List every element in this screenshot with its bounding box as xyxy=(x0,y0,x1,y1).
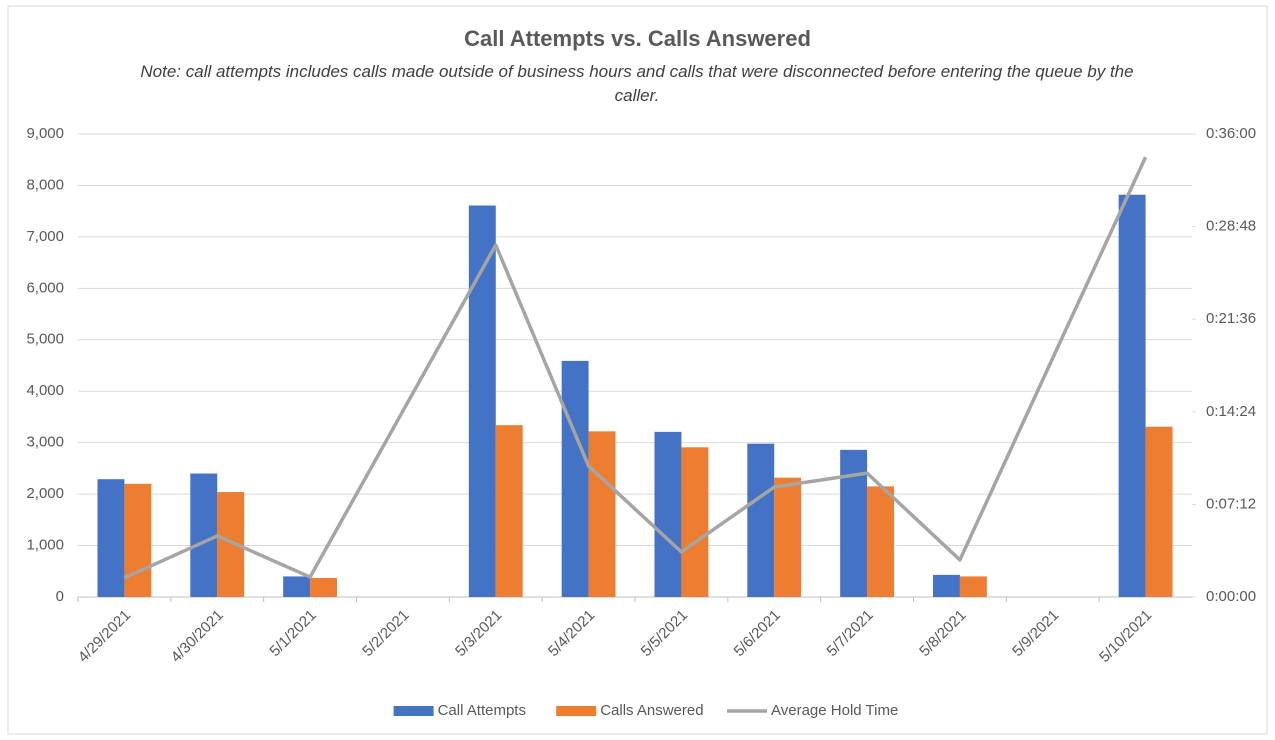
y-tick-label: 1,000 xyxy=(26,537,64,554)
bar xyxy=(283,576,311,597)
bar xyxy=(867,486,895,597)
bar xyxy=(932,574,960,597)
chart-border xyxy=(7,5,1268,735)
y2-tick-label: 0:00:00 xyxy=(1206,588,1256,605)
bar xyxy=(747,443,775,597)
bar xyxy=(190,473,218,597)
y2-tick-label: 0:36:00 xyxy=(1206,125,1256,142)
bar xyxy=(468,205,496,597)
y-tick-label: 0 xyxy=(56,588,64,605)
legend-label: Average Hold Time xyxy=(771,702,898,719)
y-tick-label: 9,000 xyxy=(26,125,64,142)
bar xyxy=(681,447,709,597)
bar xyxy=(654,431,682,597)
bar xyxy=(124,483,152,597)
y-tick-label: 2,000 xyxy=(26,485,64,502)
y-tick-label: 4,000 xyxy=(26,382,64,399)
chart-title: Call Attempts vs. Calls Answered xyxy=(464,26,811,51)
legend-label: Calls Answered xyxy=(600,702,703,719)
bar xyxy=(1145,426,1173,597)
legend-label: Call Attempts xyxy=(438,702,526,719)
y2-tick-label: 0:21:36 xyxy=(1206,310,1256,327)
bar xyxy=(588,431,616,597)
y2-tick-label: 0:28:48 xyxy=(1206,218,1256,235)
bar xyxy=(840,449,868,597)
y-tick-label: 5,000 xyxy=(26,331,64,348)
bar xyxy=(310,577,338,597)
y-tick-label: 8,000 xyxy=(26,176,64,193)
bar xyxy=(1118,194,1146,597)
line xyxy=(123,156,1148,580)
chart-subtitle: Note: call attempts includes calls made … xyxy=(140,62,1134,105)
y-tick-label: 3,000 xyxy=(26,434,64,451)
bar xyxy=(774,477,802,597)
y2-tick-label: 0:07:12 xyxy=(1206,495,1256,512)
legend-swatch xyxy=(393,706,434,716)
y-tick-label: 6,000 xyxy=(26,279,64,296)
bar xyxy=(97,479,125,597)
y2-tick-label: 0:14:24 xyxy=(1206,403,1256,420)
bar xyxy=(561,360,589,597)
legend-swatch xyxy=(556,706,597,716)
bar xyxy=(495,425,523,597)
y-tick-label: 7,000 xyxy=(26,228,64,245)
bar xyxy=(959,576,987,597)
